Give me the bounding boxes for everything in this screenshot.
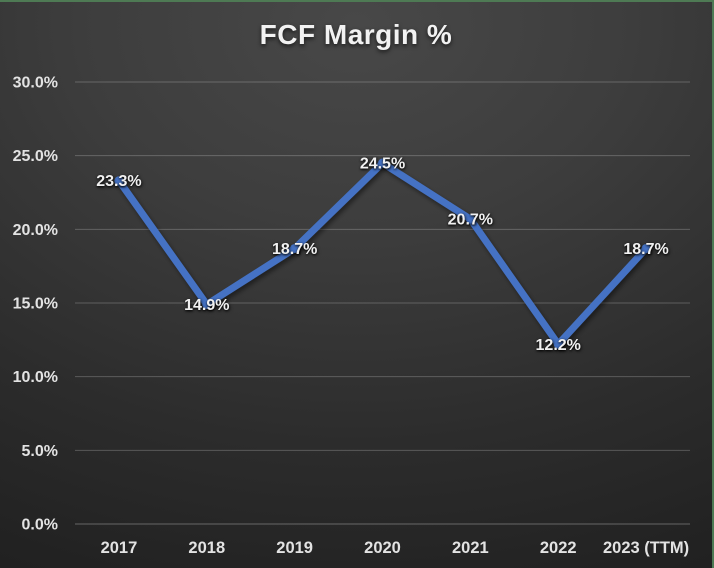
y-axis-tick-label: 30.0% [13, 75, 58, 92]
y-axis-tick-label: 10.0% [13, 369, 58, 386]
data-point-label: 12.2% [536, 337, 581, 354]
x-axis-category-label: 2023 (TTM) [603, 539, 689, 557]
x-axis-category-label: 2018 [188, 539, 225, 557]
y-axis-tick-label: 0.0% [22, 517, 58, 534]
y-axis-tick-label: 20.0% [13, 222, 58, 239]
x-axis-category-label: 2020 [364, 539, 401, 557]
data-point-label: 18.7% [272, 241, 317, 258]
chart-title: FCF Margin % [259, 19, 453, 50]
data-point-label: 18.7% [623, 241, 668, 258]
data-point-label: 14.9% [184, 297, 229, 314]
data-point-marker [553, 339, 563, 349]
data-point-marker [114, 176, 124, 186]
data-point-marker [290, 243, 300, 253]
data-point-label: 20.7% [448, 212, 493, 229]
y-axis-tick-label: 5.0% [22, 443, 58, 460]
data-point-label: 23.3% [96, 173, 141, 190]
y-axis-tick-label: 15.0% [13, 296, 58, 313]
data-point-marker [641, 243, 651, 253]
x-axis-category-label: 2022 [540, 539, 577, 557]
x-axis-category-label: 2019 [276, 539, 313, 557]
x-axis-category-label: 2017 [101, 539, 138, 557]
data-point-marker [202, 299, 212, 309]
y-axis-tick-label: 25.0% [13, 148, 58, 165]
data-point-label: 24.5% [360, 156, 405, 173]
data-point-marker [378, 158, 387, 168]
fcf-margin-trend-line [115, 159, 650, 348]
x-axis-category-label: 2021 [452, 539, 489, 557]
data-point-marker [465, 214, 475, 224]
